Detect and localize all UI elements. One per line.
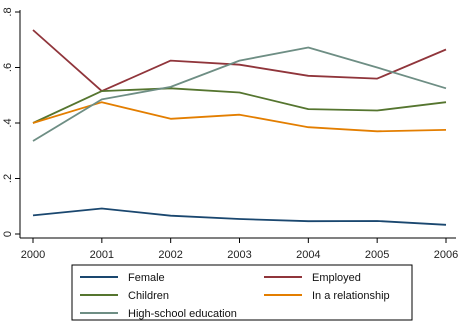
x-tick-label: 2001: [90, 249, 114, 261]
x-tick-label: 2005: [365, 249, 389, 261]
legend-label-high-school-education: High-school education: [128, 308, 237, 320]
y-tick-label: .8: [2, 7, 14, 16]
series-line-high-school-education: [32, 46, 447, 142]
series-line-in-a-relationship: [32, 101, 447, 133]
legend-label-employed: Employed: [312, 272, 361, 284]
x-tick-label: 2002: [158, 249, 182, 261]
x-tick-label: 2006: [434, 249, 458, 261]
legend-label-female: Female: [128, 272, 165, 284]
legend-label-in-a-relationship: In a relationship: [312, 290, 390, 302]
axes-group: [19, 10, 456, 239]
y-tick-label: .4: [2, 118, 14, 127]
legend-label-children: Children: [128, 290, 169, 302]
series-lines-group: [32, 29, 447, 226]
x-tick-label: 2004: [296, 249, 320, 261]
x-tick-label: 2000: [21, 249, 45, 261]
series-line-children: [32, 87, 447, 124]
y-tick-label: .2: [2, 174, 14, 183]
x-tick-label: 2003: [227, 249, 251, 261]
legend: Female Employed Children In a relationship H…: [71, 264, 413, 321]
y-ticks-group: 0 .2 .4 .6 .8: [2, 7, 20, 237]
series-line-female: [32, 207, 447, 226]
y-tick-label: 0: [2, 231, 14, 237]
legend-box: [71, 264, 413, 321]
y-tick-label: .6: [2, 63, 14, 72]
x-ticks-group: 2000 2001 2002 2003 2004 2005 2006: [21, 238, 458, 261]
